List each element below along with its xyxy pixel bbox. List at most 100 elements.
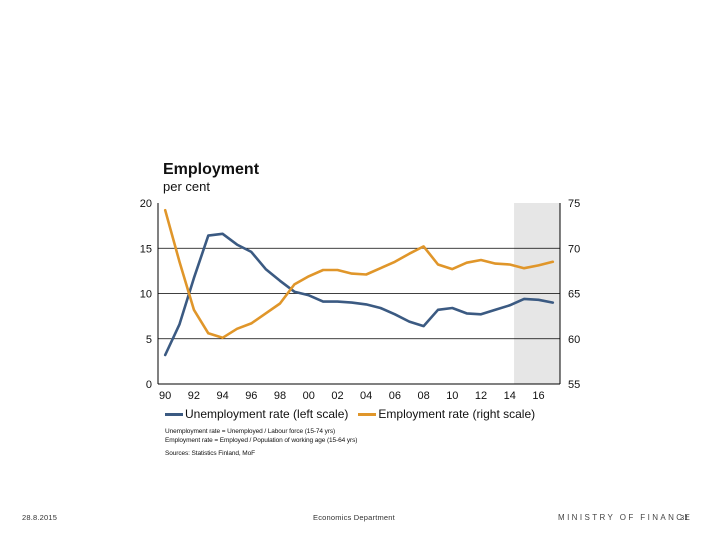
x-tick-label: 92 [188, 390, 200, 402]
gridlines [158, 247, 560, 340]
axes [157, 203, 561, 385]
data-point-employment [480, 259, 482, 261]
y-tick-left: 20 [140, 198, 152, 210]
y-tick-right: 55 [568, 379, 580, 391]
legend: Unemployment rate (left scale) Employmen… [165, 407, 545, 421]
legend-label-employment: Employment rate (right scale) [378, 407, 536, 421]
data-point-employment [494, 262, 497, 265]
y-tick-right: 65 [568, 289, 580, 301]
data-point-unemployment [322, 300, 325, 303]
legend-label-unemployment: Unemployment rate (left scale) [185, 407, 349, 421]
data-point-unemployment [250, 250, 253, 253]
x-tick-label: 96 [245, 390, 257, 402]
data-point-unemployment [523, 298, 526, 300]
y-tick-left: 0 [146, 379, 152, 391]
legend-item-employment: Employment rate (right scale) [358, 407, 535, 421]
x-tick-label: 00 [303, 390, 315, 402]
x-tick-label: 94 [216, 390, 228, 402]
y-tick-left: 15 [140, 243, 152, 255]
legend-swatch-employment [358, 412, 377, 416]
x-tick-label: 02 [331, 390, 343, 402]
series [163, 208, 555, 357]
legend-item-unemployment: Unemployment rate (left scale) [165, 407, 348, 421]
x-tick-label: 16 [532, 390, 544, 402]
data-point-unemployment [494, 308, 497, 311]
data-point-unemployment [393, 313, 396, 316]
data-point-employment [508, 263, 511, 266]
chart-subtitle: per cent [163, 179, 210, 194]
data-point-unemployment [178, 323, 181, 326]
data-point-unemployment [465, 312, 468, 315]
data-point-employment [379, 267, 382, 270]
data-point-employment [350, 272, 353, 275]
data-point-unemployment [408, 320, 411, 323]
data-point-unemployment [293, 290, 296, 293]
data-point-employment [523, 267, 526, 270]
x-tick-label: 04 [360, 390, 372, 402]
series-line-unemployment [163, 232, 555, 357]
data-point-unemployment [279, 279, 281, 282]
note-sources: Sources: Statistics Finland, MoF [165, 450, 255, 457]
data-point-employment [437, 263, 439, 266]
x-tick-label: 14 [504, 390, 516, 402]
data-point-employment [465, 261, 468, 264]
data-point-unemployment [451, 307, 454, 309]
data-point-employment [207, 332, 210, 335]
data-point-employment [221, 336, 224, 339]
legend-swatch-unemployment [165, 412, 183, 416]
data-point-employment [307, 275, 310, 278]
data-point-employment [192, 308, 195, 311]
data-point-employment [422, 245, 425, 248]
data-point-unemployment [207, 234, 210, 237]
data-point-unemployment [192, 277, 195, 280]
y-tick-left: 10 [140, 289, 152, 301]
data-point-employment [408, 252, 411, 255]
data-point-unemployment [537, 298, 540, 301]
x-tick-label: 12 [475, 390, 487, 402]
data-point-employment [264, 312, 267, 315]
y-tick-right: 75 [568, 198, 580, 210]
data-point-unemployment [350, 301, 353, 304]
data-point-employment [293, 283, 296, 286]
data-point-unemployment [221, 232, 224, 235]
chart-title: Employment [163, 161, 260, 178]
x-tick-label: 90 [159, 390, 171, 402]
data-point-unemployment [307, 294, 310, 297]
note-unemployment-definition: Unemployment rate = Unemployed / Labour … [165, 428, 336, 435]
data-point-unemployment [365, 303, 368, 306]
data-point-unemployment [164, 354, 167, 356]
data-point-employment [279, 302, 281, 305]
note-employment-definition: Employment rate = Employed / Population … [165, 437, 358, 444]
footer-date: 28.8.2015 [22, 513, 58, 522]
data-point-unemployment [264, 268, 267, 270]
data-point-employment [365, 273, 368, 276]
x-tick-label: 98 [274, 390, 286, 402]
data-point-unemployment [379, 307, 382, 309]
x-tick-label: 08 [417, 390, 429, 402]
y-tick-left: 5 [146, 334, 152, 346]
data-point-unemployment [236, 243, 238, 246]
tick-labels: 0 5 10 15 20 55 60 65 70 75 90 92 94 96 98 00 02 04 06 08 10… [140, 198, 581, 402]
data-point-unemployment [508, 304, 511, 307]
data-point-unemployment [336, 300, 339, 303]
data-point-employment [336, 269, 339, 271]
data-point-unemployment [480, 313, 482, 316]
y-tick-right: 60 [568, 334, 580, 346]
footer-department: Economics Department [313, 513, 395, 522]
data-point-employment [451, 268, 454, 270]
x-tick-label: 10 [446, 390, 458, 402]
footer-page-number: 31 [680, 513, 689, 522]
data-point-employment [322, 269, 325, 271]
data-point-unemployment [422, 325, 425, 327]
data-point-employment [178, 260, 181, 263]
y-tick-right: 70 [568, 243, 580, 255]
data-point-employment [537, 264, 540, 267]
footer-ministry: MINISTRY OF FINANCE [558, 513, 693, 522]
data-point-unemployment [437, 308, 439, 311]
data-point-employment [250, 322, 253, 325]
x-tick-label: 06 [389, 390, 401, 402]
data-point-unemployment [551, 301, 554, 304]
series-line-employment [163, 208, 555, 340]
